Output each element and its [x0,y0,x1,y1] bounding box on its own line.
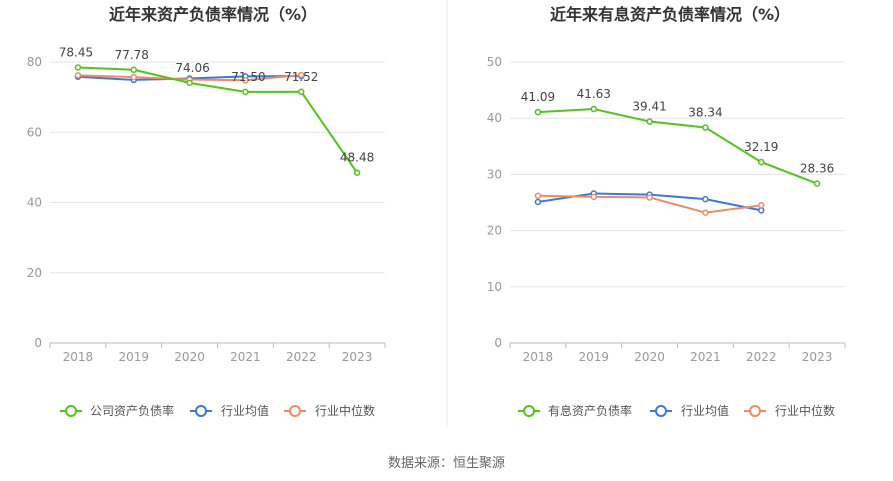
x-tick-label: 2020 [634,350,665,364]
data-point-company [298,88,305,96]
y-tick-label: 60 [27,125,42,139]
data-point-company [590,105,597,113]
series-line-company [537,108,818,185]
legend-label-company: 有息资产负债率 [548,403,632,418]
data-point-company [646,118,653,125]
x-tick-label: 2023 [802,350,833,364]
data-label: 78.45 [59,45,93,59]
interest-bearing-debt-ratio-chart: 近年来有息资产负债率情况（%） 0 10 20 30 40 50 2018 2019 2020 20… [487,5,846,418]
data-point-company [130,66,137,74]
x-tick-label: 2022 [286,350,317,364]
data-point-company [74,64,82,71]
y-tick-label: 80 [27,55,42,69]
legend-label-avg: 行业均值 [681,403,729,418]
data-point-median [758,202,765,209]
x-tick-label: 2022 [746,350,777,364]
data-point-median [242,77,249,84]
data-label: 28.36 [800,162,834,176]
data-point-company [186,79,193,87]
series-line-company [77,66,358,174]
y-tick-label: 0 [34,336,42,350]
data-point-company [353,169,361,176]
data-point-company [813,180,821,187]
data-label: 74.06 [175,61,209,75]
x-tick-label: 2023 [342,350,373,364]
x-tick-label: 2018 [523,350,554,364]
x-tick-label: 2021 [230,350,261,364]
data-point-median [646,194,653,201]
data-label: 32.19 [744,140,778,154]
chart-title: 近年来有息资产负债率情况（%） [550,5,790,24]
data-point-median [702,209,709,216]
chart-title: 近年来资产负债率情况（%） [109,5,317,24]
x-tick-label: 2021 [690,350,721,364]
legend-marker-median [749,405,761,417]
x-tick-label: 2018 [63,350,94,364]
y-tick-label: 50 [487,55,502,69]
data-point-company [242,88,249,96]
legend-marker-median [289,405,301,417]
y-tick-label: 20 [27,266,42,280]
data-label: 48.48 [340,151,374,165]
data-point-median [534,192,542,200]
y-tick-label: 20 [487,224,502,238]
data-point-median [298,71,305,79]
data-label: 41.63 [577,87,611,101]
legend-marker-avg [195,405,207,417]
data-point-avg [758,207,765,214]
data-point-avg [702,195,709,203]
y-tick-label: 30 [487,167,502,181]
legend-marker-company [65,405,77,417]
data-point-median [130,73,137,81]
data-point-company [534,108,542,116]
x-tick-label: 2019 [118,350,149,364]
y-tick-label: 10 [487,280,502,294]
x-tick-label: 2019 [578,350,609,364]
y-tick-label: 40 [27,196,42,210]
data-point-avg [534,198,542,206]
legend-label-company: 公司资产负债率 [90,403,174,418]
data-label: 39.41 [632,100,666,114]
legend-marker-company [523,405,535,417]
legend-label-median: 行业中位数 [775,403,835,418]
data-label: 71.52 [284,70,318,84]
data-label: 38.34 [688,106,722,120]
y-tick-label: 40 [487,111,502,125]
y-tick-label: 0 [494,336,502,350]
data-point-company [758,158,765,166]
legend-label-avg: 行业均值 [221,403,269,418]
data-label: 41.09 [521,90,555,104]
x-tick-label: 2020 [174,350,205,364]
data-label: 71.50 [231,70,265,84]
debt-ratio-chart: 近年来资产负债率情况（%） 0 20 40 60 80 2018 2019 2020 2021 20… [27,5,386,418]
data-source-note: 数据来源：恒生聚源 [387,456,505,471]
data-point-median [74,72,82,79]
legend-marker-avg [655,405,667,417]
legend-label-median: 行业中位数 [315,403,375,418]
data-point-company [702,124,709,131]
data-point-median [590,193,597,201]
data-label: 77.78 [115,48,149,62]
